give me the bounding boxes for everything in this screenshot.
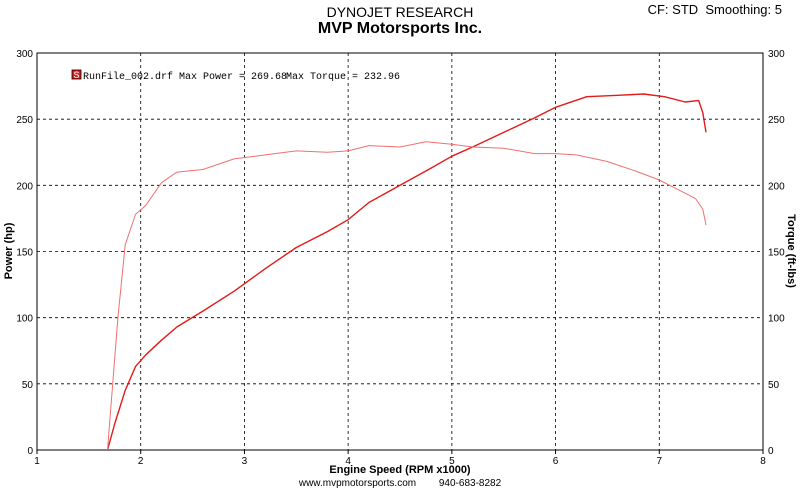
x-axis-label: Engine Speed (RPM x1000)	[329, 464, 471, 476]
x-tick-label: 8	[760, 456, 766, 467]
x-tick-label: 2	[138, 456, 144, 467]
y-tick-label: 150	[16, 248, 33, 259]
x-tick-label: 5	[449, 456, 455, 467]
y2-tick-label: 0	[768, 446, 774, 457]
y-axis-label: Power (hp)	[3, 222, 15, 279]
legend-badge	[71, 69, 82, 80]
y-tick-label: 200	[16, 181, 33, 192]
legend-badge-letter: S	[74, 71, 80, 82]
company-title: DYNOJET RESEARCH	[326, 4, 474, 20]
y-tick-label: 100	[16, 314, 33, 325]
y2-tick-label: 200	[768, 181, 785, 192]
correction-factor: CF: STD	[647, 2, 699, 17]
x-tick-label: 4	[345, 456, 351, 467]
y2-tick-label: 250	[768, 115, 785, 126]
y2-tick-label: 50	[768, 380, 780, 391]
footer: www.mvpmotorsports.com 940-683-8282	[0, 478, 800, 489]
power-line	[106, 93, 707, 451]
y2-tick-label: 150	[768, 248, 785, 259]
smoothing-value: Smoothing: 5	[705, 2, 782, 17]
shop-title: MVP Motorsports Inc.	[317, 20, 483, 37]
footer-phone: 940-683-8282	[438, 478, 502, 489]
grid	[37, 53, 763, 450]
y2-axis-label: Torque (ft-lbs)	[785, 214, 797, 288]
x-tick-label: 3	[242, 456, 248, 467]
plot-border	[36, 52, 764, 451]
correction-info: CF: STD Smoothing: 5	[648, 2, 782, 17]
torque-line	[107, 141, 707, 451]
footer-website[interactable]: www.mvpmotorsports.com	[298, 478, 417, 489]
y-tick-label: 300	[16, 49, 33, 60]
y-tick-label: 0	[27, 446, 33, 457]
y2-tick-label: 100	[768, 314, 785, 325]
y2-tick-label: 300	[768, 49, 785, 60]
x-tick-label: 7	[657, 456, 663, 467]
x-tick-label: 6	[553, 456, 559, 467]
legend: S RunFile_002.drf Max Power = 269.68 Max…	[71, 69, 400, 83]
legend-torque-label: Max Torque = 232.96	[286, 72, 400, 83]
y-tick-label: 250	[16, 115, 33, 126]
y-tick-label: 50	[22, 380, 34, 391]
series	[106, 93, 707, 451]
x-tick-label: 1	[34, 456, 40, 467]
legend-run-label: RunFile_002.drf Max Power = 269.68	[83, 71, 287, 83]
axis-ticks: 1 2 3 4 5 6 7 805010015020025030005010015020025…	[16, 49, 785, 467]
